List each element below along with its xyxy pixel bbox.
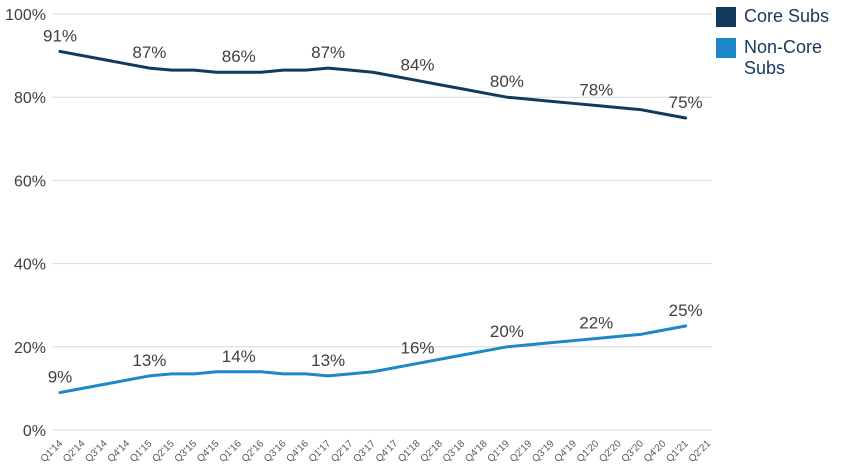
y-axis-tick-label: 20% [14,340,46,357]
y-axis-tick-label: 80% [14,90,46,107]
x-axis-tick-label: Q3'14 [83,438,110,465]
legend-item-non-core-subs: Non-Core Subs [716,37,848,78]
y-axis-tick-label: 40% [14,257,46,274]
core-subs-swatch-icon [716,7,736,27]
data-label: 13% [132,351,166,370]
x-axis-tick-label: Q1'21 [664,438,691,465]
x-axis-tick-label: Q4'14 [106,438,133,465]
data-label: 78% [579,81,613,100]
x-axis-tick-label: Q3'18 [441,438,468,465]
y-axis-tick-label: 0% [23,423,46,440]
x-axis-tick-label: Q3'17 [352,438,379,465]
x-axis-tick-label: Q2'17 [329,438,356,465]
data-label: 87% [132,43,166,62]
x-axis-tick-label: Q1'18 [396,438,423,465]
data-label: 91% [43,26,77,45]
x-axis-tick-label: Q2'16 [240,438,267,465]
data-label: 9% [48,368,73,387]
data-label: 20% [490,322,524,341]
x-axis-tick-label: Q3'15 [173,438,200,465]
x-axis-tick-label: Q4'20 [642,438,669,465]
x-axis-tick-label: Q4'18 [463,438,490,465]
legend-label-non-core-subs: Non-Core Subs [744,37,823,78]
data-label: 14% [222,347,256,366]
x-axis-tick-label: Q2'21 [687,438,714,465]
x-axis-tick-label: Q3'16 [262,438,289,465]
x-axis-tick-label: Q1'14 [39,438,66,465]
legend-label-core-subs: Core Subs [744,6,830,26]
x-axis-tick-label: Q1'19 [486,438,513,465]
data-label: 86% [222,47,256,66]
x-axis-tick-label: Q4'17 [374,438,401,465]
x-axis-tick-label: Q1'15 [128,438,155,465]
chart-legend: Core Subs Non-Core Subs [716,6,848,78]
x-axis-tick-label: Q2'19 [508,438,535,465]
non-core-subs-swatch-icon [716,38,736,58]
data-label: 16% [401,338,435,357]
series-line-non-core-subs [58,324,688,395]
data-label: 22% [579,313,613,332]
x-axis-tick-label: Q3'20 [620,438,647,465]
data-label: 25% [669,301,703,320]
x-axis-tick-label: Q1'17 [307,438,334,465]
x-axis-tick-label: Q2'14 [61,438,88,465]
data-label: 87% [311,43,345,62]
x-axis-tick-label: Q1'20 [575,438,602,465]
data-label: 13% [311,351,345,370]
y-axis-tick-label: 100% [5,7,46,24]
series-line-core-subs [58,49,688,120]
x-axis-tick-label: Q3'19 [530,438,557,465]
data-label: 80% [490,72,524,91]
data-label: 75% [669,93,703,112]
data-label: 84% [401,56,435,75]
x-axis-tick-label: Q2'18 [419,438,446,465]
x-axis-tick-label: Q4'16 [284,438,311,465]
x-axis-tick-label: Q1'16 [217,438,244,465]
x-axis-tick-label: Q4'15 [195,438,222,465]
x-axis-tick-label: Q2'20 [597,438,624,465]
x-axis-tick-label: Q4'19 [553,438,580,465]
legend-item-core-subs: Core Subs [716,6,848,27]
y-axis-tick-label: 60% [14,173,46,190]
x-axis-tick-label: Q2'15 [150,438,177,465]
